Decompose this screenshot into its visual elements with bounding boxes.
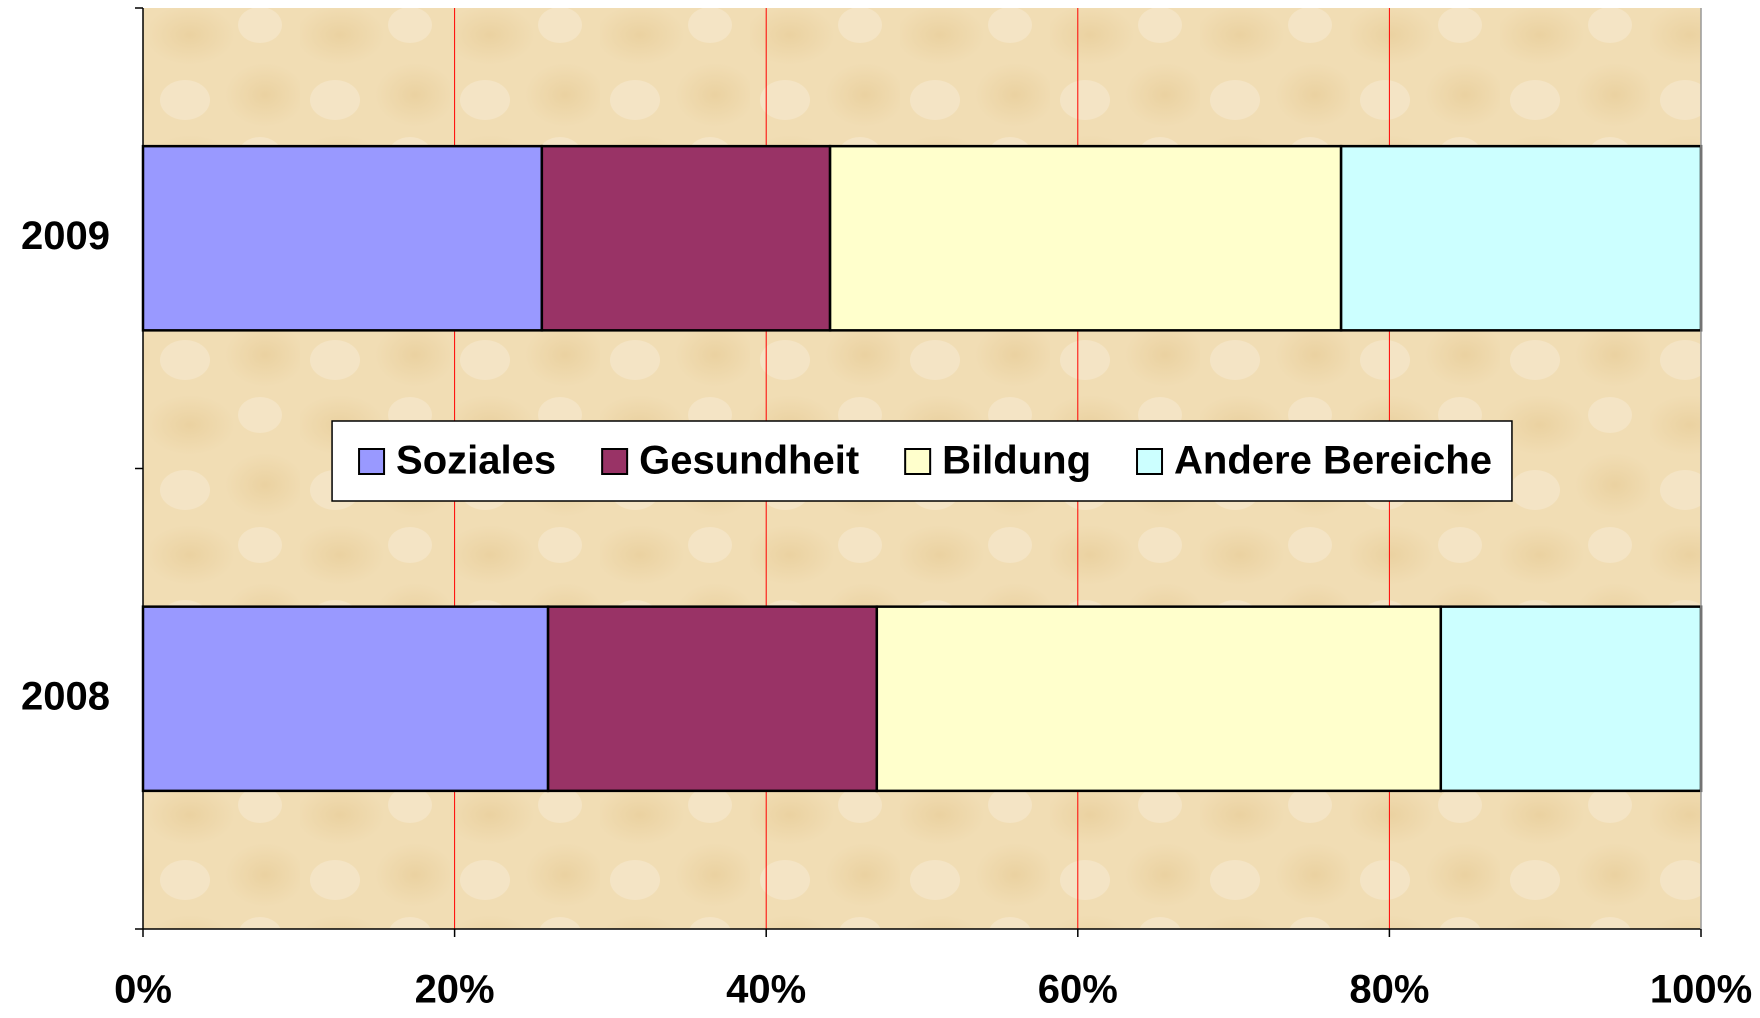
x-tick-label: 100% [1650, 968, 1752, 1012]
axes: 0% 20% 40% 60% 80% 100% 2008 2009 [21, 7, 1752, 1012]
bar-segment [540, 144, 832, 332]
legend-swatch [358, 448, 386, 475]
y-tick-label: 2009 [21, 214, 110, 258]
legend-label: Gesundheit [639, 439, 859, 483]
x-tick-label: 20% [415, 968, 495, 1012]
bar-segment [828, 144, 1343, 332]
x-tick-label: 40% [726, 968, 806, 1012]
legend-swatch [601, 448, 629, 475]
legend-swatch [904, 448, 932, 475]
legend-label: Soziales [396, 439, 556, 483]
bar-segment [875, 605, 1443, 793]
bar-segment [141, 605, 550, 793]
bars [141, 144, 1703, 793]
x-tick-label: 0% [114, 968, 172, 1012]
x-tick-label: 60% [1038, 968, 1118, 1012]
bar-segment [1339, 144, 1703, 332]
legend-swatch [1136, 448, 1164, 475]
bar-segment [1439, 605, 1703, 793]
legend: Soziales Gesundheit Bildung Andere Bereiche [331, 420, 1513, 502]
bar-segment [546, 605, 879, 793]
legend-label: Andere Bereiche [1174, 439, 1492, 483]
x-tick-label: 80% [1349, 968, 1429, 1012]
y-tick-label: 2008 [21, 674, 110, 718]
bar-segment [141, 144, 544, 332]
legend-label: Bildung [942, 439, 1091, 483]
